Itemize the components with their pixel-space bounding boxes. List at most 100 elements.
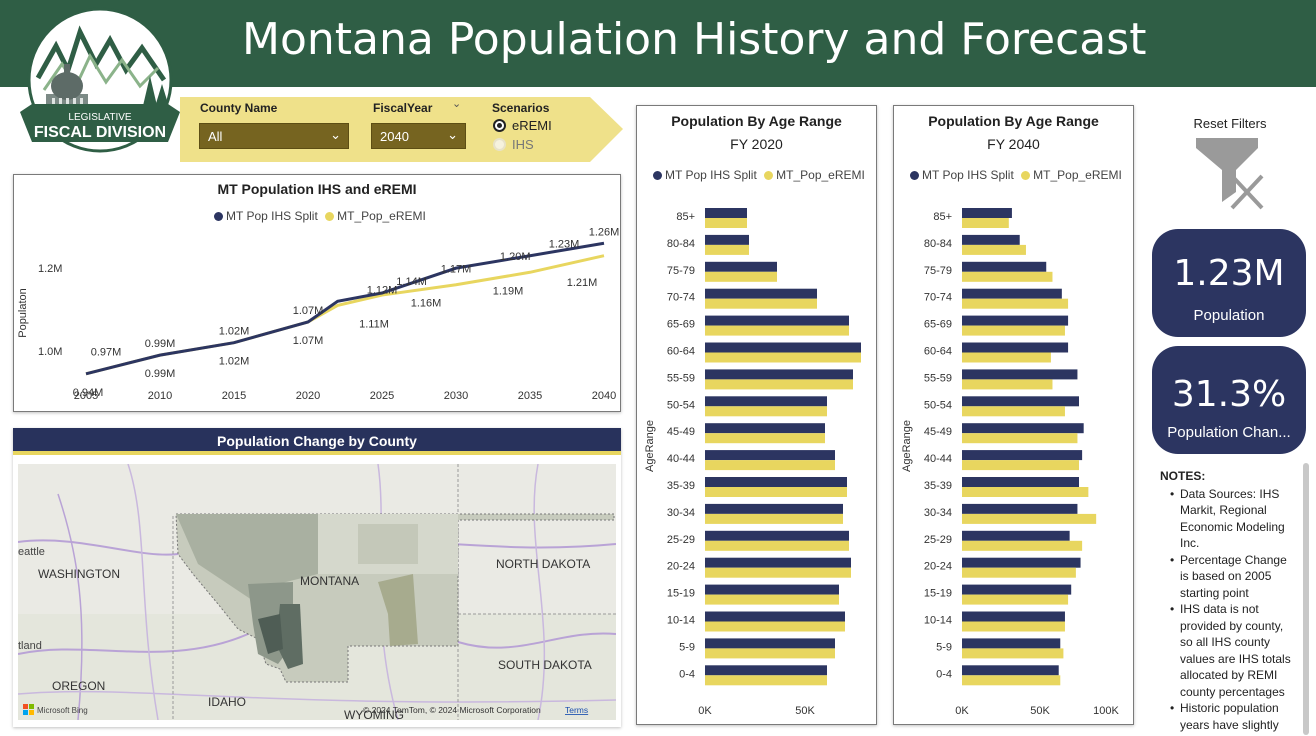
bar-ihs[interactable]: [962, 665, 1059, 676]
bar-ihs[interactable]: [962, 369, 1078, 380]
notes-panel: NOTES: Data Sources: IHS Markit, Regiona…: [1160, 468, 1298, 736]
legend-label-eremi: MT_Pop_eREMI: [1033, 168, 1122, 182]
bar-ihs[interactable]: [705, 396, 827, 407]
bar-ihs[interactable]: [962, 503, 1078, 514]
bar-eremi[interactable]: [962, 352, 1051, 363]
bar-eremi[interactable]: [705, 406, 827, 417]
bar-ihs[interactable]: [962, 288, 1062, 299]
bar-ihs[interactable]: [705, 611, 845, 622]
bar-ihs[interactable]: [705, 342, 861, 353]
bar-ihs[interactable]: [705, 503, 843, 514]
bar-eremi[interactable]: [962, 567, 1076, 578]
map-label: OREGON: [52, 679, 105, 693]
bar-ihs[interactable]: [962, 557, 1081, 568]
bar-eremi[interactable]: [962, 244, 1026, 255]
bar-eremi[interactable]: [962, 271, 1053, 282]
bar-ihs[interactable]: [705, 450, 835, 461]
bar-ihs[interactable]: [962, 315, 1069, 326]
county-dropdown[interactable]: All ⌄: [199, 123, 349, 149]
bar-ihs[interactable]: [705, 665, 827, 676]
bar-ihs[interactable]: [962, 477, 1079, 487]
bar-eremi[interactable]: [962, 648, 1064, 659]
bar-ihs[interactable]: [962, 450, 1083, 461]
bar-ihs[interactable]: [705, 208, 747, 218]
bar-ihs[interactable]: [705, 369, 853, 380]
bar-ihs[interactable]: [962, 611, 1065, 622]
y-axis-label: AgeRange: [901, 420, 913, 472]
bar-eremi[interactable]: [705, 567, 851, 578]
bar-eremi[interactable]: [705, 244, 749, 255]
county-map-panel: Population Change by County: [13, 428, 621, 727]
age-chart-title: Population By Age Range: [928, 113, 1099, 129]
bar-eremi[interactable]: [962, 218, 1009, 228]
bar-eremi[interactable]: [705, 513, 843, 524]
bar-eremi[interactable]: [705, 487, 847, 497]
bar-eremi[interactable]: [705, 621, 845, 632]
bar-eremi[interactable]: [705, 218, 747, 228]
bar-ihs[interactable]: [705, 477, 847, 487]
bar-eremi[interactable]: [705, 648, 835, 659]
bar-eremi[interactable]: [705, 675, 827, 686]
bar-ihs[interactable]: [705, 315, 849, 326]
kpi-label: Population Chan...: [1167, 424, 1291, 441]
bar-eremi[interactable]: [962, 460, 1079, 471]
bar-eremi[interactable]: [705, 325, 849, 336]
bar-ihs[interactable]: [962, 234, 1020, 245]
legend-label-ihs: MT Pop IHS Split: [665, 168, 757, 182]
bar-ihs[interactable]: [705, 423, 825, 434]
x-tick-label: 2035: [518, 390, 542, 402]
bar-eremi[interactable]: [705, 433, 825, 444]
x-tick-label: 2015: [222, 390, 246, 402]
bar-eremi[interactable]: [705, 352, 861, 363]
terms-link[interactable]: Terms: [565, 705, 588, 715]
bar-eremi[interactable]: [705, 271, 777, 282]
chevron-down-icon[interactable]: ⌄: [452, 97, 462, 110]
bar-eremi[interactable]: [705, 298, 817, 309]
reset-filters-button[interactable]: Reset Filters: [1168, 116, 1292, 216]
age-chart-title: Population By Age Range: [671, 113, 842, 129]
bar-ihs[interactable]: [962, 342, 1069, 353]
legend-dot-ihs: [910, 171, 919, 180]
year-dropdown[interactable]: 2040 ⌄: [371, 123, 466, 149]
bar-eremi[interactable]: [962, 325, 1065, 336]
scenarios-label: Scenarios: [492, 101, 550, 115]
bar-eremi[interactable]: [705, 540, 849, 551]
logo-text-bottom: FISCAL DIVISION: [34, 124, 166, 141]
scenario-option-eremi[interactable]: eREMI: [493, 118, 552, 133]
map-label: WASHINGTON: [38, 567, 120, 581]
bar-eremi[interactable]: [705, 379, 853, 390]
bar-ihs[interactable]: [705, 584, 839, 595]
bar-ihs[interactable]: [962, 396, 1079, 407]
category-label: 40-44: [924, 453, 952, 465]
bar-eremi[interactable]: [962, 406, 1065, 417]
bar-ihs[interactable]: [705, 261, 777, 272]
bar-eremi[interactable]: [962, 487, 1089, 497]
bar-eremi[interactable]: [962, 433, 1078, 444]
bar-eremi[interactable]: [962, 513, 1097, 524]
bar-eremi[interactable]: [962, 594, 1069, 605]
scenario-option-ihs[interactable]: IHS: [493, 137, 534, 152]
bar-ihs[interactable]: [962, 584, 1072, 595]
bar-eremi[interactable]: [962, 540, 1083, 551]
bar-ihs[interactable]: [962, 530, 1070, 541]
bar-eremi[interactable]: [705, 460, 835, 471]
bar-eremi[interactable]: [962, 379, 1053, 390]
category-label: 35-39: [667, 480, 695, 492]
bar-ihs[interactable]: [705, 557, 851, 568]
bar-eremi[interactable]: [962, 298, 1069, 309]
county-map[interactable]: eattle WASHINGTON MONTANA NORTH DAKOTA S…: [18, 464, 616, 720]
bar-ihs[interactable]: [962, 208, 1012, 218]
map-label: tland: [18, 640, 42, 652]
bar-ihs[interactable]: [705, 234, 749, 245]
bar-ihs[interactable]: [962, 423, 1084, 434]
bar-ihs[interactable]: [705, 638, 835, 649]
bar-eremi[interactable]: [962, 621, 1065, 632]
bar-ihs[interactable]: [962, 261, 1047, 272]
county-filter-label: County Name: [200, 101, 278, 115]
bar-ihs[interactable]: [705, 530, 849, 541]
bar-eremi[interactable]: [962, 675, 1061, 686]
bar-eremi[interactable]: [705, 594, 839, 605]
notes-scrollbar[interactable]: [1303, 463, 1309, 735]
bar-ihs[interactable]: [705, 288, 817, 299]
bar-ihs[interactable]: [962, 638, 1061, 649]
